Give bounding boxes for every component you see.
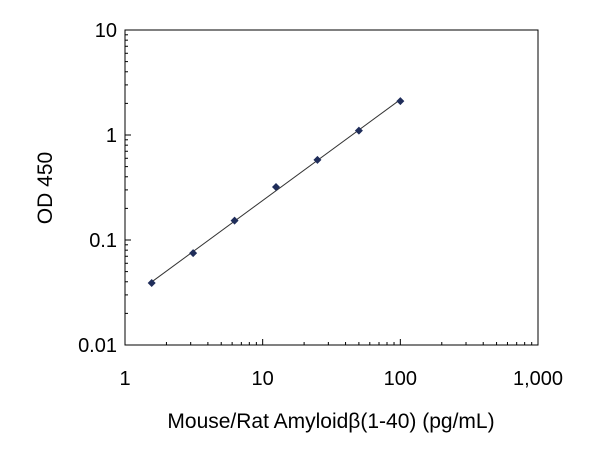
y-tick-label: 1 <box>106 125 117 147</box>
data-point <box>230 216 239 225</box>
y-tick-label: 0.1 <box>89 230 117 252</box>
x-axis-title: Mouse/Rat Amyloidβ(1-40) (pg/mL) <box>167 410 494 433</box>
x-tick-label: 1 <box>119 368 130 390</box>
data-point <box>396 97 405 106</box>
x-tick-label: 10 <box>252 368 274 390</box>
x-axis-tick-labels: 1 10 100 1,000 <box>119 368 563 390</box>
x-tick-label: 1,000 <box>513 368 563 390</box>
data-point <box>147 278 156 287</box>
data-point <box>313 155 322 164</box>
x-tick-label: 100 <box>384 368 417 390</box>
y-axis-title: OD 450 <box>34 152 57 224</box>
data-point <box>189 249 198 258</box>
plot-area <box>124 29 539 346</box>
y-axis-ticks <box>125 34 131 346</box>
series-layer <box>147 97 405 287</box>
y-tick-label: 0.01 <box>78 335 117 357</box>
y-tick-label: 10 <box>95 20 117 42</box>
x-axis-ticks <box>124 339 533 345</box>
data-point <box>354 126 363 135</box>
y-axis-tick-labels: 0.01 0.1 1 10 <box>78 20 117 357</box>
data-point <box>272 182 281 191</box>
